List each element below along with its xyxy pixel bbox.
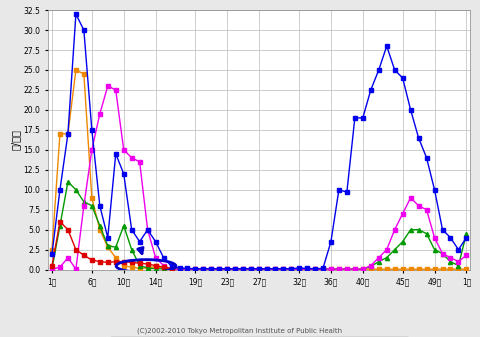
(東京都) 2006.1～ <box>312 267 318 271</box>
(東京都) 2010.1～ <box>129 261 134 265</box>
(東京都) 2010.1～ <box>105 261 111 265</box>
(東京都) 2008.1～ <box>168 267 174 271</box>
(東京都) 2010.1～ <box>73 248 79 252</box>
(東京都) 2006.1～ <box>384 267 390 271</box>
Line: (東京都) 2008.1～: (東京都) 2008.1～ <box>50 180 468 271</box>
(東京都) 2010.1～ <box>89 258 95 262</box>
(東京都) 2008.1～ <box>328 267 334 271</box>
(東京都) 2008.1～ <box>304 267 310 271</box>
(東京都) 2007.1～ <box>105 84 111 88</box>
(東京都) 2010.1～ <box>145 262 151 266</box>
(東京都) 2009.1～ <box>312 267 318 271</box>
(東京都) 2007.1～ <box>168 267 174 271</box>
(東京都) 2006.1～ <box>177 267 182 271</box>
(東京都) 2006.1～ <box>304 267 310 271</box>
(東京都) 2007.1～ <box>376 255 382 259</box>
(東京都) 2006.1～ <box>168 267 174 271</box>
(東京都) 2006.1～ <box>336 267 342 271</box>
(東京都) 2007.1～ <box>464 253 469 257</box>
(東京都) 2006.1～ <box>73 68 79 72</box>
(東京都) 2010.1～ <box>57 220 63 224</box>
(東京都) 2008.1～ <box>384 255 390 259</box>
(東京都) 2006.1～ <box>49 248 55 252</box>
Line: (東京都) 2007.1～: (東京都) 2007.1～ <box>50 84 468 271</box>
Text: (C)2002-2010 Tokyo Metropolitan Institute of Public Health: (C)2002-2010 Tokyo Metropolitan Institut… <box>137 328 343 334</box>
(東京都) 2010.1～ <box>137 261 143 265</box>
(東京都) 2008.1～ <box>464 232 469 236</box>
(東京都) 2009.1～ <box>304 266 310 270</box>
(東京都) 2009.1～ <box>73 12 79 16</box>
(東京都) 2009.1～ <box>328 240 334 244</box>
(東京都) 2010.1～ <box>121 259 127 264</box>
(東京都) 2010.1～ <box>161 265 167 269</box>
(東京都) 2009.1～ <box>336 188 342 192</box>
(東京都) 2010.1～ <box>113 259 119 264</box>
Line: (東京都) 2010.1～: (東京都) 2010.1～ <box>50 220 174 271</box>
(東京都) 2009.1～ <box>192 267 198 271</box>
(東京都) 2006.1～ <box>464 267 469 271</box>
(東京都) 2007.1～ <box>424 208 430 212</box>
(東京都) 2009.1～ <box>168 265 174 269</box>
Line: (東京都) 2009.1～: (東京都) 2009.1～ <box>50 12 468 271</box>
(東京都) 2007.1～ <box>296 267 302 271</box>
(東京都) 2009.1～ <box>464 236 469 240</box>
(東京都) 2008.1～ <box>312 267 318 271</box>
(東京都) 2010.1～ <box>168 266 174 270</box>
(東京都) 2009.1～ <box>49 252 55 256</box>
(東京都) 2009.1～ <box>384 44 390 48</box>
(東京都) 2008.1～ <box>49 267 55 271</box>
(東京都) 2008.1～ <box>65 180 71 184</box>
(東京都) 2007.1～ <box>304 267 310 271</box>
(東京都) 2010.1～ <box>153 264 158 268</box>
(東京都) 2006.1～ <box>328 267 334 271</box>
(東京都) 2007.1～ <box>320 267 326 271</box>
Line: (東京都) 2006.1～: (東京都) 2006.1～ <box>50 68 468 271</box>
Y-axis label: 人/定点: 人/定点 <box>11 129 21 150</box>
(東京都) 2008.1～ <box>177 267 182 271</box>
(東京都) 2008.1～ <box>336 267 342 271</box>
(東京都) 2007.1～ <box>49 267 55 271</box>
(東京都) 2010.1～ <box>49 264 55 268</box>
(東京都) 2010.1～ <box>65 228 71 232</box>
(東京都) 2010.1～ <box>97 259 103 264</box>
(東京都) 2010.1～ <box>81 253 87 257</box>
